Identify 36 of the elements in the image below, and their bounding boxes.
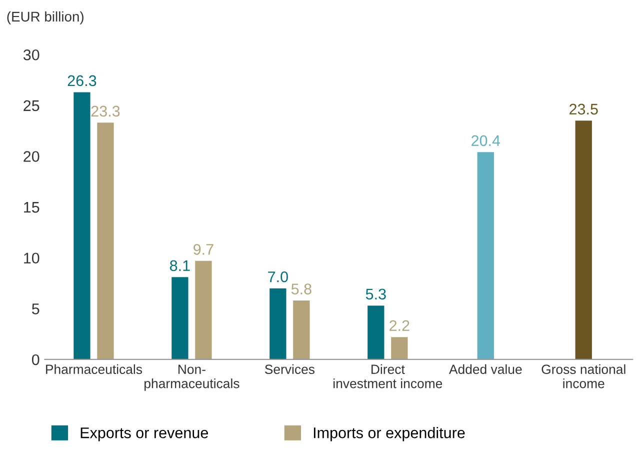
- y-tick-label: 25: [24, 100, 40, 112]
- data-label: 9.7: [194, 244, 214, 255]
- bar: [97, 122, 114, 360]
- data-label: 2.2: [390, 320, 410, 331]
- y-tick-label: 0: [32, 354, 40, 366]
- bar: [270, 288, 286, 360]
- x-tick-label: Direct investment income: [334, 364, 442, 388]
- bar: [195, 260, 212, 360]
- data-label: 23.3: [91, 106, 120, 117]
- x-tick-label: Added value: [448, 364, 522, 374]
- y-tick-label: 10: [24, 252, 40, 264]
- x-tick-label: Non- pharmaceuticals: [144, 364, 240, 391]
- bar: [368, 306, 384, 360]
- bar: [391, 337, 408, 360]
- y-tick-label: 30: [23, 49, 40, 60]
- bar: [74, 92, 90, 360]
- data-label: 7.0: [268, 271, 288, 282]
- data-label: 20.4: [472, 135, 500, 146]
- x-tick-label: Pharmaceuticals: [46, 364, 142, 374]
- bar: [575, 120, 592, 360]
- bar: [477, 152, 494, 360]
- data-label: 5.3: [366, 288, 386, 300]
- y-tick-label: 15: [24, 202, 40, 213]
- x-tick-label: Services: [264, 364, 314, 374]
- legend-label: Exports or revenue: [80, 428, 208, 442]
- y-tick-label: 5: [32, 304, 40, 314]
- data-label: 5.8: [291, 284, 312, 294]
- x-tick-label: Gross national income: [542, 364, 626, 388]
- bar: [172, 277, 188, 360]
- y-tick-label: 20: [24, 151, 40, 162]
- y-axis-title: (EUR billion): [7, 11, 84, 24]
- data-label: 23.5: [570, 104, 598, 115]
- data-label: 26.3: [68, 75, 96, 86]
- legend-label: Imports or expenditure: [314, 427, 465, 442]
- data-label: 8.1: [170, 260, 190, 272]
- bar: [293, 300, 310, 360]
